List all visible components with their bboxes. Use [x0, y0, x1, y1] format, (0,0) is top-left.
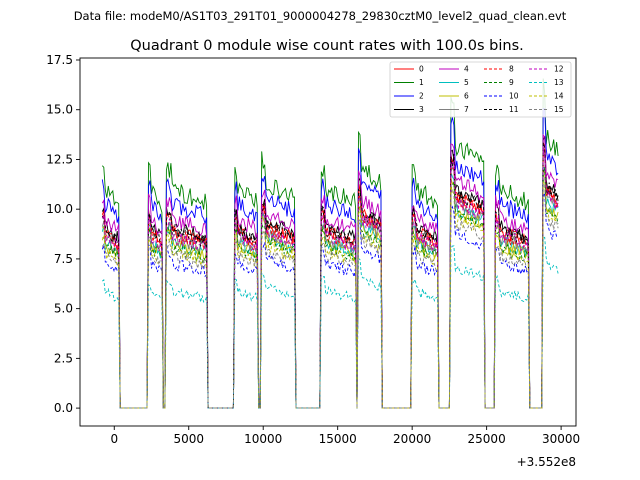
series-line-0	[101, 142, 559, 409]
legend-label: 15	[554, 105, 564, 114]
series-line-4	[101, 133, 559, 409]
legend-label: 3	[419, 105, 424, 114]
y-tick-label: 7.5	[54, 252, 73, 266]
y-tick-label: 5.0	[54, 302, 73, 316]
series-line-9	[102, 167, 559, 409]
series-line-3	[101, 136, 559, 409]
series-line-12	[101, 147, 559, 409]
legend-label: 5	[464, 78, 469, 87]
axes-spines	[79, 57, 577, 427]
series-line-15	[101, 182, 559, 409]
legend-box	[389, 61, 572, 118]
x-tick-label: 20000	[393, 432, 431, 446]
x-tick-label: 0	[110, 432, 118, 446]
series-line-7	[101, 150, 559, 409]
series-line-8	[101, 148, 559, 409]
legend-label: 1	[419, 78, 424, 87]
series-line-14	[101, 181, 559, 409]
legend-label: 2	[419, 92, 424, 101]
x-tick-label: 15000	[319, 432, 357, 446]
legend-label: 14	[554, 92, 564, 101]
series-line-1	[101, 78, 559, 409]
y-tick-label: 2.5	[54, 351, 73, 365]
y-tick-label: 10.0	[46, 202, 73, 216]
plot-series-group	[101, 78, 559, 409]
x-tick-label: 30000	[542, 432, 580, 446]
y-tick-label: 17.5	[46, 53, 73, 67]
x-offset-label: +3.552e8	[517, 455, 576, 469]
legend-label: 0	[419, 65, 424, 74]
legend-label: 6	[464, 92, 469, 101]
series-line-11	[101, 142, 559, 409]
series-line-6	[102, 171, 559, 409]
y-tick-label: 15.0	[46, 103, 73, 117]
legend-label: 4	[464, 65, 469, 74]
x-tick-label: 5000	[173, 432, 204, 446]
x-axis: 0 5000 10000 15000 20000 25000 30000	[110, 426, 580, 446]
y-tick-label: 12.5	[46, 152, 73, 166]
series-line-10	[101, 192, 559, 409]
axes-frame	[79, 57, 577, 427]
legend-label: 13	[554, 78, 564, 87]
suptitle: Data file: modeM0/AS1T03_291T01_90000042…	[74, 9, 567, 23]
legend-label: 12	[554, 65, 564, 74]
y-axis: 0.0 2.5 5.0 7.5 10.0 12.5 15.0 17.5	[46, 53, 80, 415]
x-tick-label: 25000	[468, 432, 506, 446]
chart-title: Quadrant 0 module wise count rates with …	[130, 38, 524, 54]
legend-label: 11	[509, 105, 519, 114]
series-line-13	[102, 236, 559, 409]
legend-label: 7	[464, 105, 469, 114]
legend-label: 9	[509, 78, 514, 87]
y-tick-label: 0.0	[54, 401, 73, 415]
x-tick-label: 10000	[244, 432, 282, 446]
series-line-2	[101, 108, 559, 409]
legend-label: 10	[509, 92, 519, 101]
legend-label: 8	[509, 65, 514, 74]
